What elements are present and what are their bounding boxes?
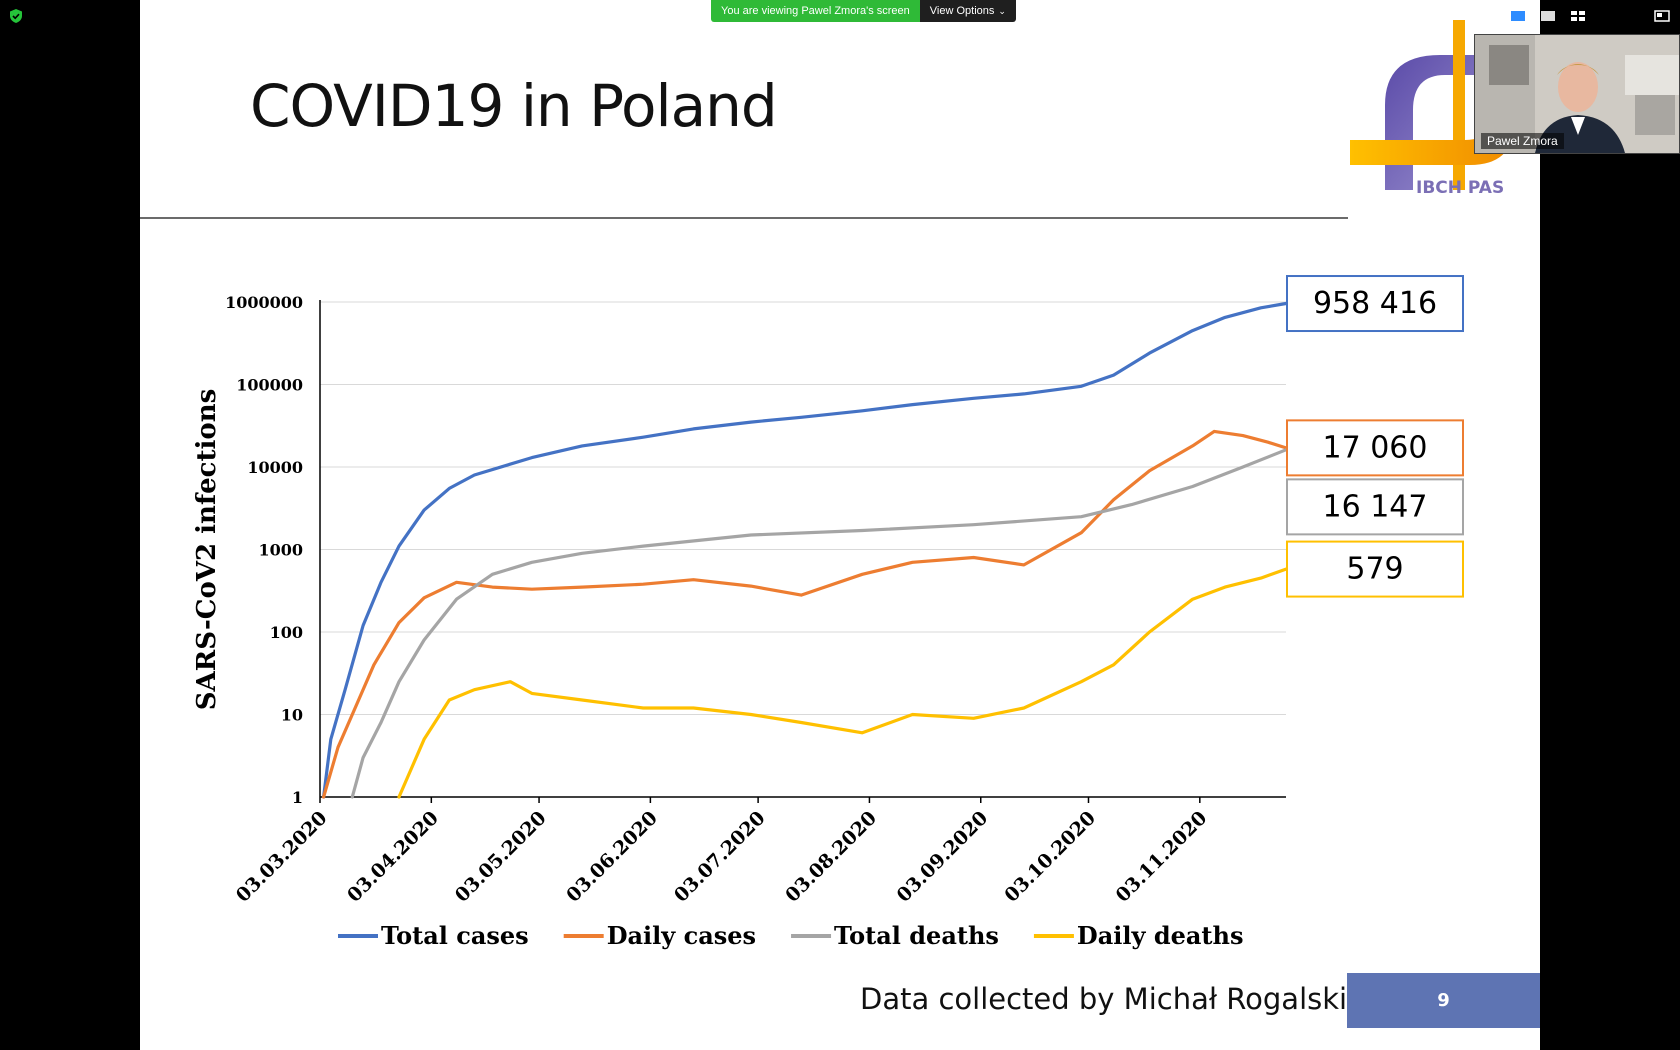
total-deaths-value-box [1286, 478, 1464, 536]
daily-deaths-value-box [1286, 540, 1464, 598]
y-tick-label: 1000000 [225, 293, 303, 312]
total-deaths-value-label: 16 147 [1323, 489, 1428, 524]
screen-share-banner: You are viewing Pawel Zmora's screen Vie… [711, 0, 1016, 22]
x-tick-label: 03.04.2020 [343, 807, 443, 907]
x-tick-label: 03.08.2020 [781, 807, 881, 907]
y-tick-label: 10000 [247, 458, 303, 477]
single-view-icon[interactable] [1540, 10, 1556, 22]
x-tick-label: 03.09.2020 [893, 807, 993, 907]
total-cases-value-box [1286, 275, 1464, 333]
legend-label: Daily cases [607, 921, 756, 950]
page-number: 9 [1347, 973, 1540, 1028]
x-tick-label: 03.10.2020 [1000, 807, 1100, 907]
x-tick-label: 03.03.2020 [232, 807, 332, 907]
participant-name: Pawel Zmora [1481, 133, 1564, 149]
legend-label: Daily deaths [1077, 921, 1244, 950]
minimize-icon[interactable] [1480, 10, 1496, 22]
y-tick-label: 1 [292, 788, 303, 807]
daily-deaths-line [397, 567, 1288, 799]
shield-icon [10, 9, 22, 23]
title-divider [140, 217, 1348, 219]
participant-video[interactable]: Pawel Zmora [1474, 34, 1680, 154]
x-tick-label: 03.05.2020 [451, 807, 551, 907]
daily-cases-value-label: 17 060 [1323, 430, 1428, 465]
total-cases-value-label: 958 416 [1313, 286, 1437, 321]
participant-video-feed [1475, 35, 1679, 153]
chevron-down-icon: ⌄ [998, 6, 1006, 16]
daily-cases-line [322, 429, 1288, 799]
logo-text: IBCH PAS [1416, 178, 1505, 198]
view-options-button[interactable]: View Options ⌄ [919, 0, 1016, 22]
view-options-label: View Options [929, 5, 995, 17]
y-tick-label: 100 [270, 623, 303, 642]
presentation-slide: COVID19 in Poland IBCH PAS 1000000 100000… [140, 0, 1540, 1050]
daily-cases-value-box [1286, 419, 1464, 477]
x-tick-label: 03.06.2020 [562, 807, 662, 907]
y-tick-label: 100000 [236, 376, 303, 395]
daily-deaths-value-label: 579 [1346, 552, 1403, 587]
x-tick-label: 03.07.2020 [670, 807, 770, 907]
speaker-view-icon[interactable] [1510, 10, 1526, 22]
x-tick-label: 03.11.2020 [1112, 807, 1212, 907]
legend-label: Total cases [381, 921, 529, 950]
total-deaths-line [350, 448, 1288, 799]
gallery-view-icon[interactable] [1570, 10, 1586, 22]
total-cases-line [322, 301, 1288, 799]
exit-fullscreen-icon[interactable] [1654, 10, 1670, 22]
data-credit: Data collected by Michał Rogalski [860, 982, 1348, 1016]
legend-label: Total deaths [834, 921, 999, 950]
slide-title: COVID19 in Poland [250, 72, 778, 140]
y-tick-label: 1000 [258, 541, 303, 560]
y-tick-label: 10 [281, 706, 303, 725]
viewing-screen-text: You are viewing Pawel Zmora's screen [711, 0, 920, 22]
y-axis-label: SARS-CoV2 infections [192, 389, 222, 711]
window-controls [1472, 4, 1680, 28]
